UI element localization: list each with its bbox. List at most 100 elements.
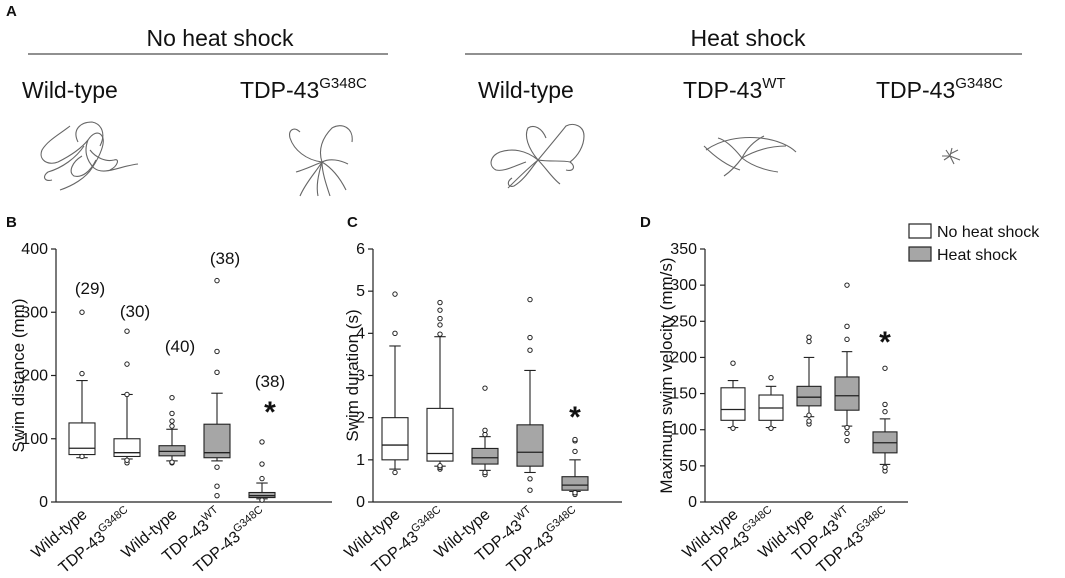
outlier-point <box>214 369 220 376</box>
y-tick-label: 200 <box>670 349 697 366</box>
swim-track-tdp43-g348c-hs <box>942 147 961 165</box>
box-group <box>471 385 499 478</box>
box <box>516 424 544 467</box>
legend-label-heat-shock: Heat shock <box>937 247 1018 264</box>
outlier-point <box>437 299 443 306</box>
outlier-point <box>124 328 130 334</box>
outlier-point <box>768 425 774 431</box>
box-group <box>68 309 96 460</box>
outlier-point <box>214 277 220 284</box>
outlier-point <box>79 370 85 377</box>
outlier-point <box>527 296 533 303</box>
outlier-point <box>437 322 443 328</box>
outlier-point <box>730 425 736 431</box>
box-group <box>426 299 454 472</box>
track-title-wild-type-hs: Wild-type <box>478 77 574 103</box>
x-tick-label-superscript: G348C <box>409 504 443 536</box>
box <box>561 476 589 491</box>
box-group <box>758 374 784 431</box>
legend-label-no-heat-shock: No heat shock <box>937 224 1040 241</box>
box <box>426 407 454 462</box>
outlier-point <box>437 315 443 322</box>
y-axis-label: Swim duration (s) <box>343 309 362 441</box>
y-tick-label: 4 <box>356 325 365 342</box>
swim-track-wild-type-hs <box>490 123 585 189</box>
box <box>796 385 822 407</box>
outlier-point <box>437 307 443 313</box>
outlier-point <box>806 418 812 424</box>
box-group <box>158 394 186 466</box>
outlier-point <box>527 334 533 341</box>
outlier-point <box>844 424 850 431</box>
outlier-point <box>214 348 220 355</box>
x-tick-label: TDP-43G348C <box>367 504 449 577</box>
box-group <box>720 360 746 431</box>
track-title-tdp43-wt-hs: TDP-43WT <box>683 75 786 103</box>
y-tick-label: 350 <box>670 241 697 258</box>
outlier-point <box>169 410 175 417</box>
outlier-point <box>482 385 488 391</box>
outlier-point <box>259 475 265 482</box>
box-group <box>381 291 409 476</box>
box <box>471 447 499 465</box>
outlier-point <box>169 459 175 465</box>
n-label: (38) <box>255 372 285 391</box>
outlier-point <box>259 461 265 467</box>
group-title-heat-shock: Heat shock <box>690 25 806 51</box>
outlier-point <box>214 492 220 499</box>
significance-star: * <box>879 326 891 359</box>
y-tick-label: 0 <box>688 494 697 511</box>
outlier-point <box>844 282 850 288</box>
n-label: (40) <box>165 337 195 356</box>
legend-swatch-heat-shock <box>908 246 932 262</box>
outlier-point <box>572 436 578 443</box>
box-group <box>872 365 898 474</box>
outlier-point <box>214 483 220 489</box>
y-tick-label: 50 <box>679 458 697 475</box>
y-tick-label: 300 <box>21 304 48 321</box>
outlier-point <box>844 430 850 437</box>
box-group <box>796 334 822 427</box>
y-axis-label: Maximum swim velocity (mm/s) <box>657 257 676 493</box>
outlier-point <box>437 463 443 469</box>
track-title-wild-type-nhs: Wild-type <box>22 77 118 103</box>
y-tick-label: 300 <box>670 277 697 294</box>
x-tick-label-superscript: G348C <box>544 504 578 536</box>
box-group <box>113 328 141 466</box>
x-tick-label-superscript: G348C <box>96 504 130 536</box>
panel-label-d: D <box>640 214 651 231</box>
outlier-point <box>572 448 578 455</box>
x-tick-label: TDP-43G348C <box>54 504 136 577</box>
swim-track-tdp43-g348c-nhs <box>289 125 353 197</box>
x-tick-label-superscript: G348C <box>231 504 265 536</box>
box <box>381 417 409 461</box>
n-label: (29) <box>75 279 105 298</box>
outlier-point <box>882 408 888 415</box>
y-tick-label: 100 <box>21 431 48 448</box>
significance-star: * <box>264 396 276 429</box>
box-group <box>203 277 231 499</box>
box <box>720 387 746 421</box>
outlier-point <box>572 490 578 496</box>
y-tick-label: 0 <box>39 494 48 511</box>
outlier-point <box>482 427 488 434</box>
y-axis-label: Swim distance (mm) <box>9 299 28 453</box>
track-title-tdp43-g348c-hs: TDP-43G348C <box>876 75 1003 103</box>
panel-label-b: B <box>6 214 17 231</box>
n-label: (30) <box>120 302 150 321</box>
outlier-point <box>169 423 175 429</box>
significance-star: * <box>569 401 581 434</box>
box <box>68 422 96 456</box>
outlier-point <box>768 374 774 381</box>
swim-track-tdp43-wt-hs <box>703 135 797 177</box>
y-tick-label: 250 <box>670 313 697 330</box>
y-tick-label: 3 <box>356 368 365 385</box>
box <box>113 438 141 458</box>
y-tick-label: 150 <box>670 386 697 403</box>
outlier-point <box>527 347 533 353</box>
outlier-point <box>79 309 85 315</box>
